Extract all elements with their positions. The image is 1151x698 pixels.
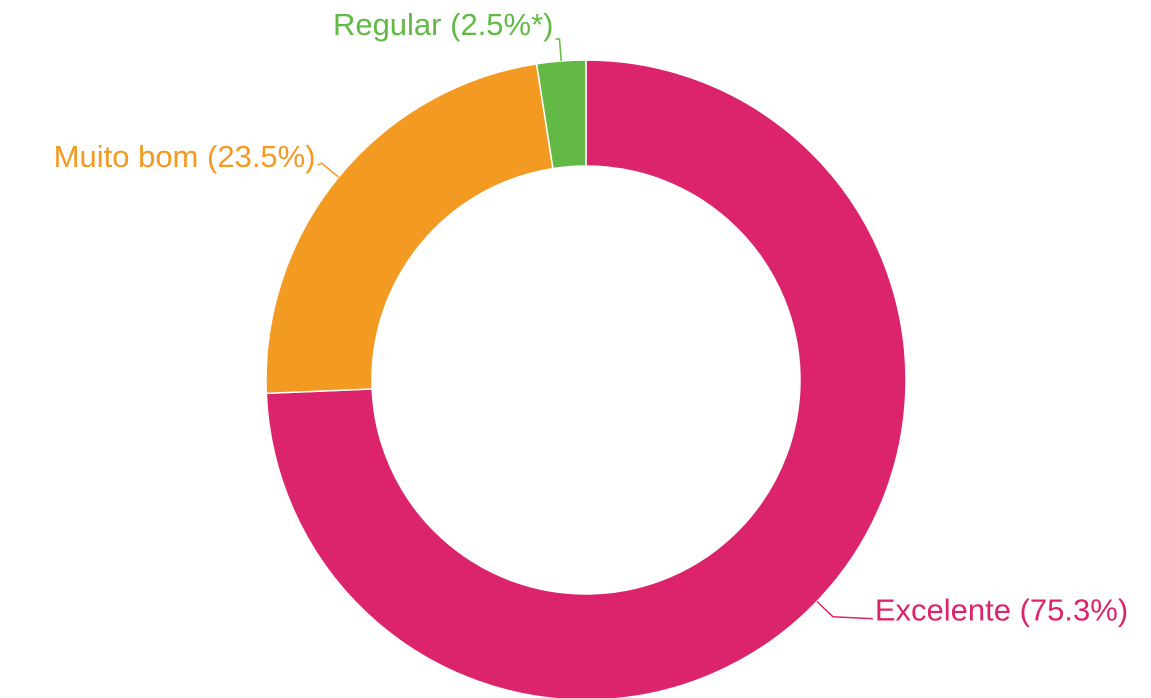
slice-category: Regular <box>333 7 442 42</box>
slice-category: Muito bom <box>54 139 199 174</box>
leader-line <box>555 38 562 62</box>
slice-category: Excelente <box>875 593 1011 628</box>
donut-slice <box>265 59 907 698</box>
slice-value-label: (2.5%*) <box>450 7 553 42</box>
leader-line <box>816 600 873 620</box>
slice-label: Regular (2.5%*) <box>333 7 554 42</box>
donut-slice <box>535 59 587 170</box>
slice-value-label: (75.3%) <box>1020 593 1129 628</box>
leader-line <box>317 162 340 178</box>
slice-value-label: (23.5%) <box>207 139 316 174</box>
donut-slice <box>265 62 554 395</box>
slice-label: Muito bom (23.5%) <box>54 139 316 174</box>
slice-label: Excelente (75.3%) <box>875 593 1128 628</box>
